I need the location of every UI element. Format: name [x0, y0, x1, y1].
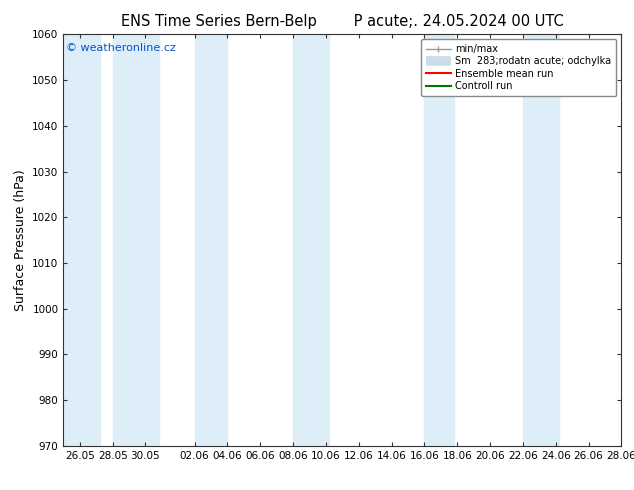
Bar [113, 34, 158, 446]
Title: ENS Time Series Bern-Belp        P acute;. 24.05.2024 00 UTC: ENS Time Series Bern-Belp P acute;. 24.0… [121, 14, 564, 29]
Bar [63, 34, 100, 446]
Bar [195, 34, 228, 446]
Bar [293, 34, 329, 446]
Legend: min/max, Sm  283;rodatn acute; odchylka, Ensemble mean run, Controll run: min/max, Sm 283;rodatn acute; odchylka, … [422, 39, 616, 96]
Bar [424, 34, 454, 446]
Text: © weatheronline.cz: © weatheronline.cz [66, 43, 176, 52]
Y-axis label: Surface Pressure (hPa): Surface Pressure (hPa) [14, 169, 27, 311]
Bar [523, 34, 559, 446]
